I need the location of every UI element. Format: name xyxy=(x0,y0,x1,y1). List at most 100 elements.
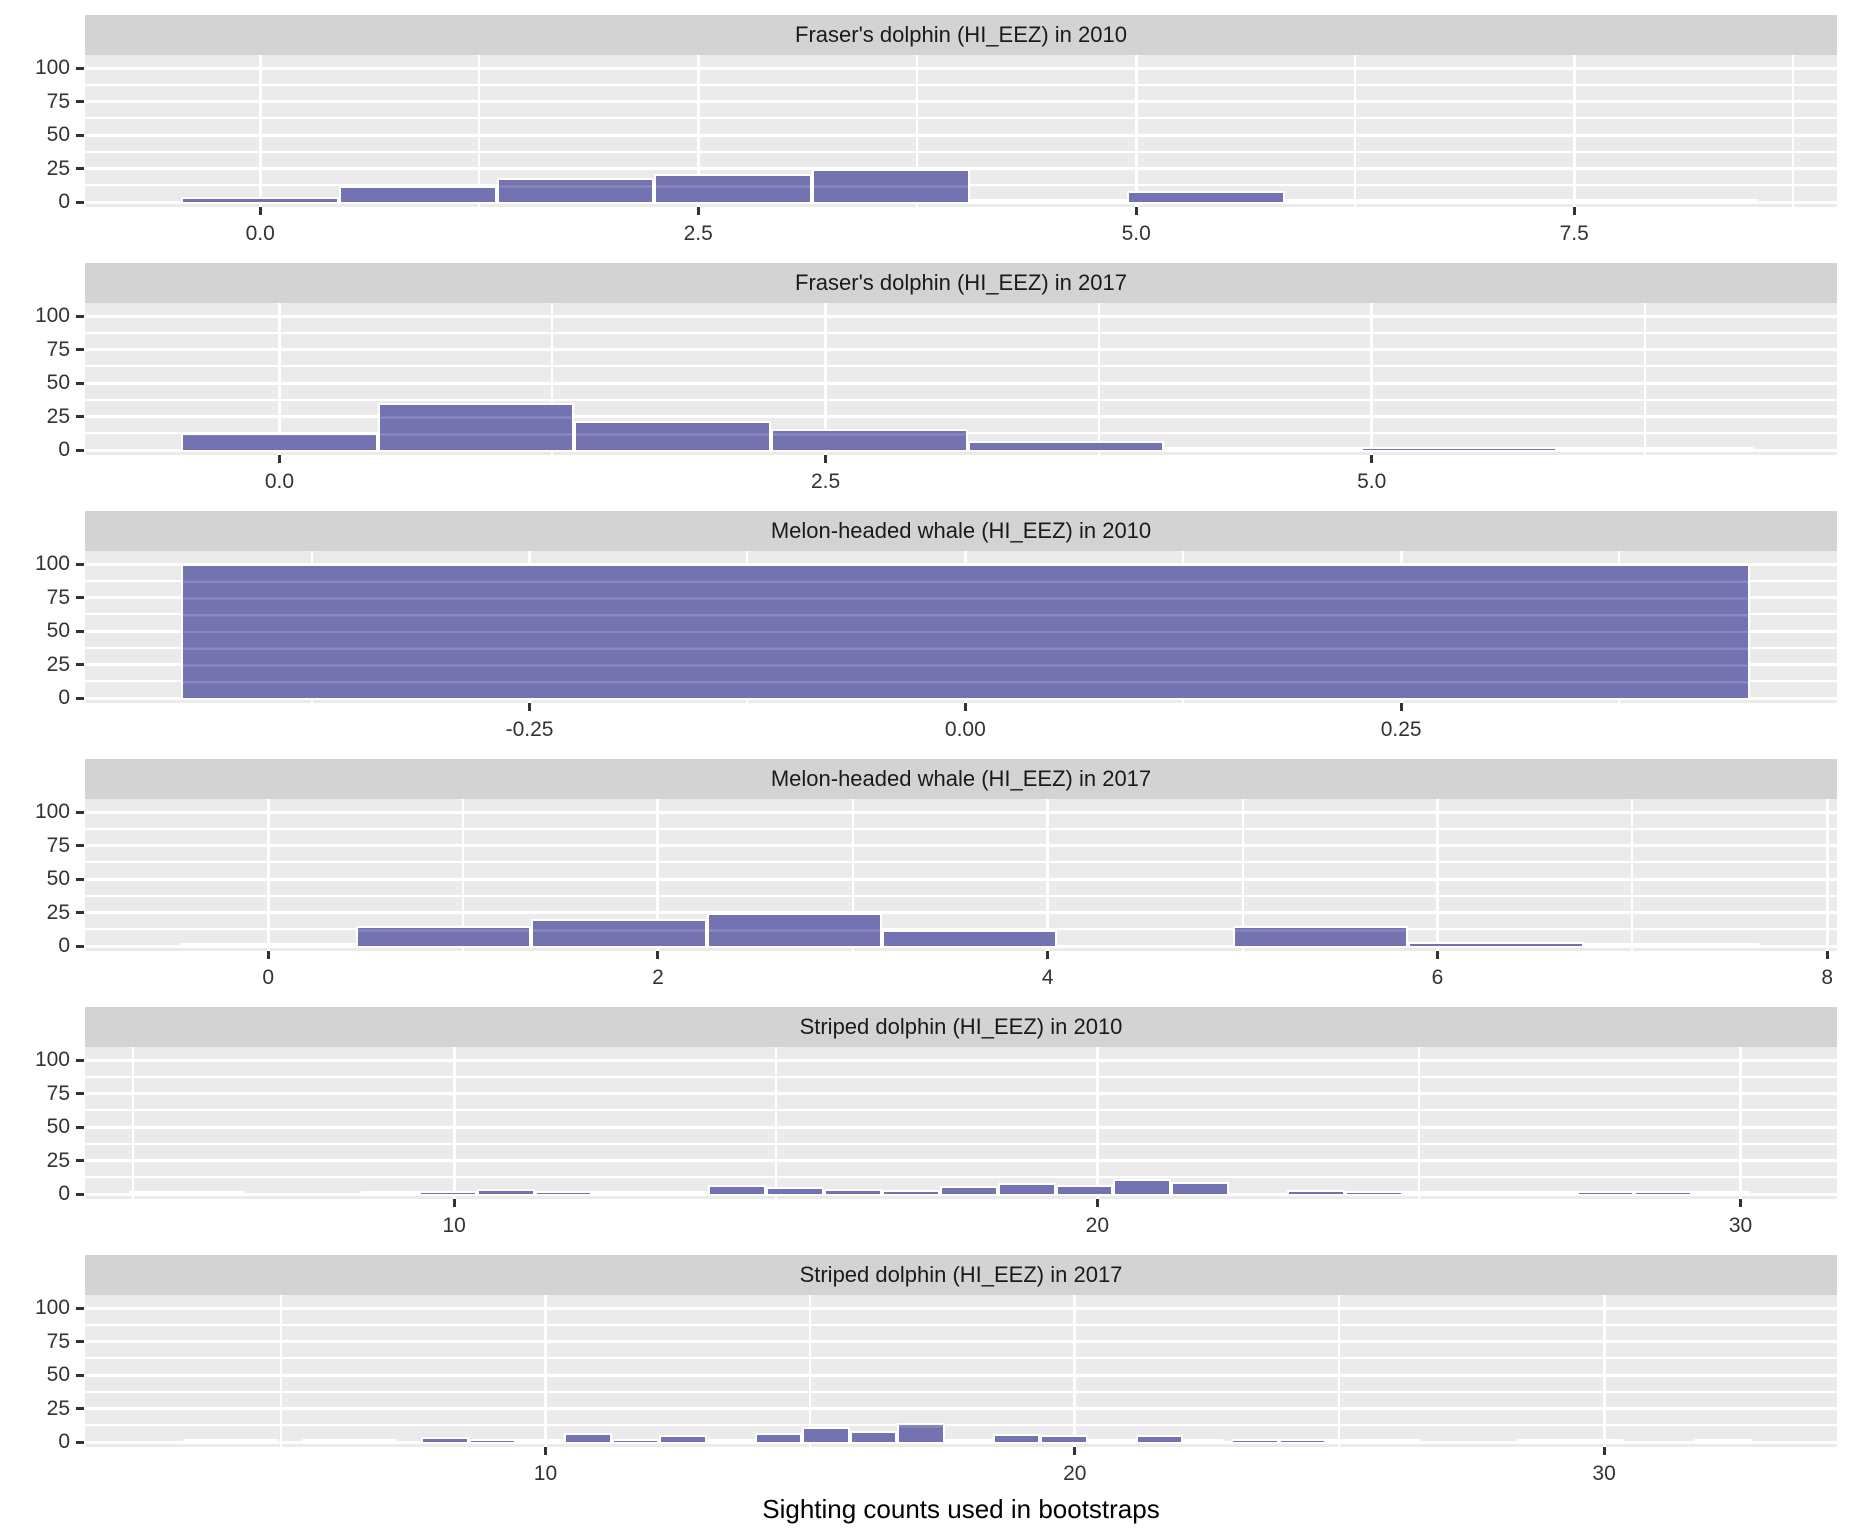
y-tick-mark xyxy=(76,167,84,170)
zero-count-baseline xyxy=(945,1438,993,1444)
gridline-y-minor xyxy=(85,398,1837,401)
gridline-y-minor xyxy=(85,1424,1837,1427)
histogram-bar xyxy=(849,1431,898,1442)
gridline-x-minor xyxy=(1417,1047,1420,1199)
facet-panel: Striped dolphin (HI_EEZ) in 2010 0 25 50 75 1… xyxy=(0,1007,1850,1255)
y-tick-mark xyxy=(76,596,84,599)
x-tick-label: 8 xyxy=(1821,966,1834,989)
gridline-x-major xyxy=(266,799,270,951)
x-tick-mark xyxy=(543,1447,547,1455)
gridline-x-minor xyxy=(1354,55,1357,207)
histogram-bar xyxy=(534,1191,593,1194)
histogram-bar xyxy=(1360,447,1558,450)
x-tick-mark xyxy=(277,455,281,463)
histogram-bar xyxy=(882,929,1058,946)
y-tick-label: 25 xyxy=(46,900,70,924)
x-tick-mark xyxy=(1370,455,1374,463)
gridline-x-minor xyxy=(1338,1295,1341,1447)
gridline-y-major xyxy=(85,1407,1837,1410)
gridline-y-major xyxy=(85,133,1837,137)
x-tick-label: 7.5 xyxy=(1559,222,1589,245)
zero-count-baseline xyxy=(302,1438,398,1444)
y-tick-mark xyxy=(76,810,84,814)
zero-count-baseline xyxy=(1088,1438,1136,1444)
y-tick-mark xyxy=(76,1192,84,1196)
zero-count-baseline xyxy=(1164,446,1361,452)
histogram-bar xyxy=(180,564,1750,698)
histogram-bar xyxy=(708,1184,767,1194)
gridline-y-minor xyxy=(85,928,1837,931)
gridline-y-major xyxy=(85,1159,1837,1162)
zero-count-baseline xyxy=(1516,1438,1623,1444)
x-tick-mark xyxy=(528,703,532,711)
gridline-x-major xyxy=(1435,799,1439,951)
facet-panel: Striped dolphin (HI_EEZ) in 2017 0 25 50 75 1… xyxy=(0,1255,1850,1503)
plot-area xyxy=(85,1295,1837,1447)
gridline-y-major xyxy=(85,944,1837,948)
y-tick-mark xyxy=(76,1373,84,1377)
zero-count-baseline xyxy=(129,1190,246,1196)
histogram-bar xyxy=(766,1187,824,1194)
histogram-bar xyxy=(418,1191,477,1194)
gridline-x-minor xyxy=(478,55,481,207)
y-tick-label: 75 xyxy=(46,833,70,857)
x-tick-mark xyxy=(1825,951,1829,959)
x-tick-label: 2.5 xyxy=(683,222,713,245)
histogram-bar xyxy=(1287,1189,1345,1194)
y-tick-label: 0 xyxy=(58,934,70,957)
x-tick-mark xyxy=(1572,207,1576,215)
gridline-y-major xyxy=(85,911,1837,914)
histogram-bar xyxy=(355,925,532,946)
y-tick-label: 50 xyxy=(46,123,70,146)
histogram-bar xyxy=(812,168,970,202)
gridline-x-major xyxy=(1134,55,1138,207)
zero-count-baseline xyxy=(360,1190,419,1196)
y-tick-label: 100 xyxy=(34,552,70,575)
gridline-y-major xyxy=(85,66,1837,70)
y-tick-mark xyxy=(76,448,84,452)
x-tick-label: 6 xyxy=(1431,966,1444,989)
y-tick-label: 0 xyxy=(58,1430,70,1453)
histogram-bar xyxy=(181,432,378,450)
gridline-x-minor xyxy=(1097,303,1100,455)
x-tick-mark xyxy=(258,207,262,215)
gridline-x-major xyxy=(656,799,660,951)
gridline-x-minor xyxy=(809,1295,812,1447)
plot-area xyxy=(85,303,1837,455)
x-tick-label: 0 xyxy=(262,966,275,989)
gridline-y-major xyxy=(85,1373,1837,1377)
zero-count-baseline xyxy=(1285,198,1759,204)
gridline-x-minor xyxy=(279,1295,282,1447)
gridline-x-major xyxy=(543,1295,547,1447)
x-tick-mark xyxy=(656,951,660,959)
gridline-x-major xyxy=(1370,303,1374,455)
histogram-bar xyxy=(1634,1191,1693,1194)
zero-count-baseline xyxy=(182,1438,279,1444)
x-tick-mark xyxy=(1073,1447,1077,1455)
y-tick-mark xyxy=(76,944,84,948)
histogram-bar xyxy=(1055,1184,1114,1194)
y-tick-label: 25 xyxy=(46,652,70,676)
histogram-bar xyxy=(802,1427,850,1442)
y-tick-label: 25 xyxy=(46,1396,70,1420)
y-tick-mark xyxy=(76,1407,84,1410)
histogram-bar xyxy=(531,919,707,946)
gridline-x-major xyxy=(1095,1047,1099,1199)
y-tick-label: 75 xyxy=(46,337,70,361)
y-tick-mark xyxy=(76,562,84,566)
x-tick-label: 30 xyxy=(1728,1214,1753,1237)
gridline-y-minor xyxy=(85,150,1837,153)
zero-count-baseline xyxy=(1583,942,1760,948)
gridline-x-major xyxy=(1073,1295,1077,1447)
plot-area xyxy=(85,799,1837,951)
facet-panel: Melon-headed whale (HI_EEZ) in 2010 0 25 50… xyxy=(0,511,1850,759)
y-tick-mark xyxy=(76,1440,84,1444)
y-tick-label: 50 xyxy=(46,619,70,642)
y-tick-label: 75 xyxy=(46,585,70,609)
gridline-x-major xyxy=(452,1047,456,1199)
x-tick-mark xyxy=(266,951,270,959)
gridline-x-minor xyxy=(1792,55,1795,207)
y-tick-mark xyxy=(76,1058,84,1062)
facet-strip: Melon-headed whale (HI_EEZ) in 2010 xyxy=(85,511,1837,551)
x-tick-label: 4 xyxy=(1041,966,1054,989)
